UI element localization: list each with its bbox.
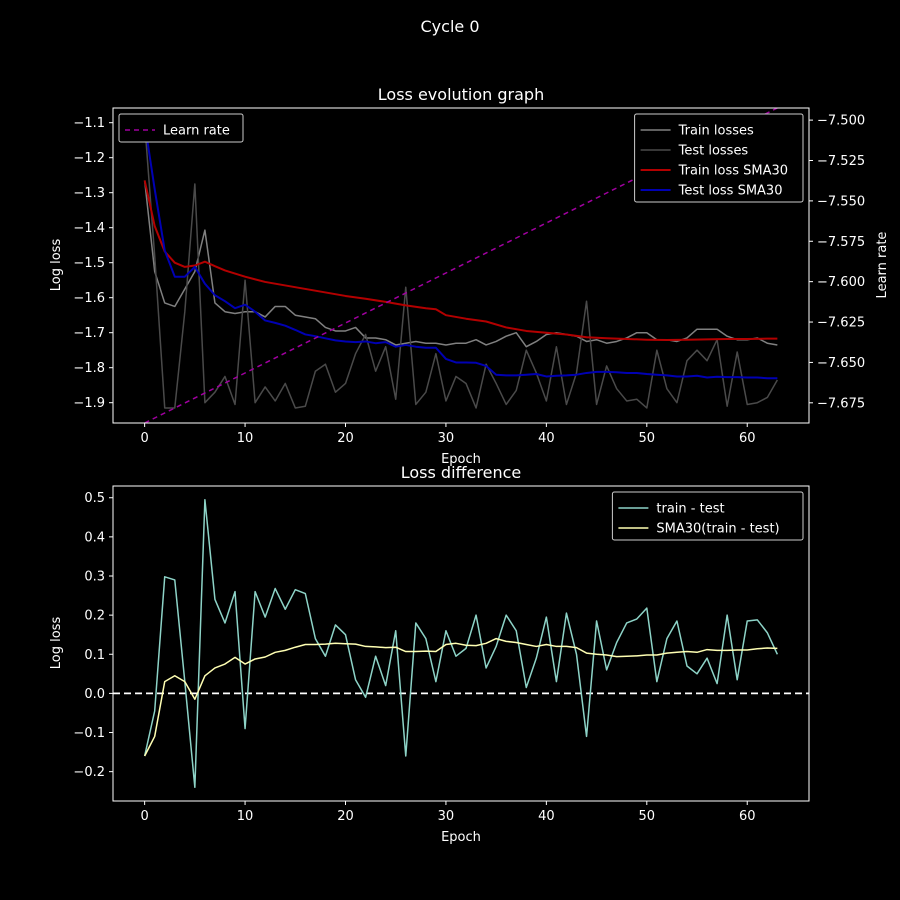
x-tick-label: 20: [337, 431, 354, 446]
y-right-tick-label: −7.600: [817, 275, 865, 290]
legend-label: Learn rate: [163, 124, 230, 139]
loss-evolution-xlabel: Epoch: [441, 452, 481, 467]
legend-label: Train loss SMA30: [678, 164, 788, 179]
loss-evolution-ylabel: Log loss: [49, 239, 64, 292]
legend-label: Test loss SMA30: [678, 184, 783, 199]
y-tick-label: −0.2: [73, 765, 105, 780]
y-right-tick-label: −7.500: [817, 114, 865, 129]
series-line-test-losses: [143, 122, 779, 409]
y-tick-label: 0.0: [84, 687, 105, 702]
x-tick-label: 50: [639, 431, 656, 446]
y-tick-label: −1.7: [73, 326, 105, 341]
loss-evolution-plot-area: 0 10 20 30 40 50 60 −1.9 −1.8 −1.7 −1.6 −1.5 −1.4 −1.…: [73, 107, 865, 446]
y-tick-label: −1.5: [73, 256, 105, 271]
y-tick-label: −1.4: [73, 221, 105, 236]
loss-difference-ylabel: Log loss: [49, 617, 64, 670]
legend: Learn rate: [118, 113, 244, 143]
y-tick-label: −1.8: [73, 361, 105, 376]
legend-frame: [118, 113, 244, 143]
loss-evolution-title: Loss evolution graph: [378, 85, 544, 104]
plot-frame: [112, 485, 810, 802]
y-tick-label: 0.3: [84, 570, 105, 585]
y-tick-label: −1.9: [73, 396, 105, 411]
y-tick-label: −1.3: [73, 186, 105, 201]
y-tick-label: −1.1: [73, 116, 105, 131]
y-right-tick-label: −7.525: [817, 154, 865, 169]
loss-difference-plot-area: 0 10 20 30 40 50 60 −0.2 −0.1 0.0 0.1 0.2 0.3 0.4 0.5 t…: [73, 485, 810, 824]
series-line-train-test: [143, 498, 779, 789]
x-tick-label: 40: [538, 809, 555, 824]
legend-label: train - test: [656, 502, 724, 517]
x-tick-label: 30: [438, 431, 455, 446]
y-tick-label: 0.2: [84, 609, 105, 624]
loss-difference-panel: Loss difference 0 10 20 30 40 50 60 −0.2 −0.1 0.0…: [49, 463, 810, 845]
legend: Train losses Test losses Train loss SMA30 T…: [634, 113, 804, 203]
series-line-sma30-train-test: [143, 637, 778, 757]
plot-frame: [112, 107, 810, 424]
legend-frame: [611, 491, 804, 541]
x-tick-label: 10: [237, 809, 254, 824]
legend-label: Train losses: [678, 124, 754, 139]
learn-rate-ylabel: Learn rate: [875, 232, 890, 299]
legend-label: Test losses: [678, 144, 749, 159]
legend: train - test SMA30(train - test): [611, 491, 804, 541]
x-tick-label: 40: [538, 431, 555, 446]
x-tick-label: 50: [639, 809, 656, 824]
y-tick-label: 0.5: [84, 491, 105, 506]
x-tick-label: 60: [739, 431, 756, 446]
figure-title: Cycle 0: [421, 17, 480, 36]
loss-evolution-panel: Loss evolution graph 0 10 20 30 40 50 60 −1.9 −1…: [49, 85, 890, 467]
y-right-tick-label: −7.650: [817, 356, 865, 371]
x-tick-label: 10: [237, 431, 254, 446]
y-tick-label: −1.6: [73, 291, 105, 306]
loss-difference-title: Loss difference: [401, 463, 522, 482]
y-right-tick-label: −7.675: [817, 396, 865, 411]
y-right-tick-label: −7.575: [817, 235, 865, 250]
loss-difference-xlabel: Epoch: [441, 830, 481, 845]
series-line-train-loss-sma30: [143, 180, 778, 342]
series-line-test-loss-sma30: [143, 122, 778, 380]
y-tick-label: 0.4: [84, 530, 105, 545]
series-layer: [143, 498, 779, 789]
x-tick-label: 0: [140, 431, 148, 446]
x-tick-label: 30: [438, 809, 455, 824]
y-tick-label: −1.2: [73, 151, 105, 166]
x-tick-label: 0: [140, 809, 148, 824]
y-tick-label: 0.1: [84, 648, 105, 663]
legend-label: SMA30(train - test): [656, 522, 779, 537]
y-tick-label: −0.1: [73, 726, 105, 741]
y-right-tick-label: −7.625: [817, 316, 865, 331]
y-right-tick-label: −7.550: [817, 194, 865, 209]
x-tick-label: 60: [739, 809, 756, 824]
legend-frame: [634, 113, 804, 203]
x-tick-label: 20: [337, 809, 354, 824]
